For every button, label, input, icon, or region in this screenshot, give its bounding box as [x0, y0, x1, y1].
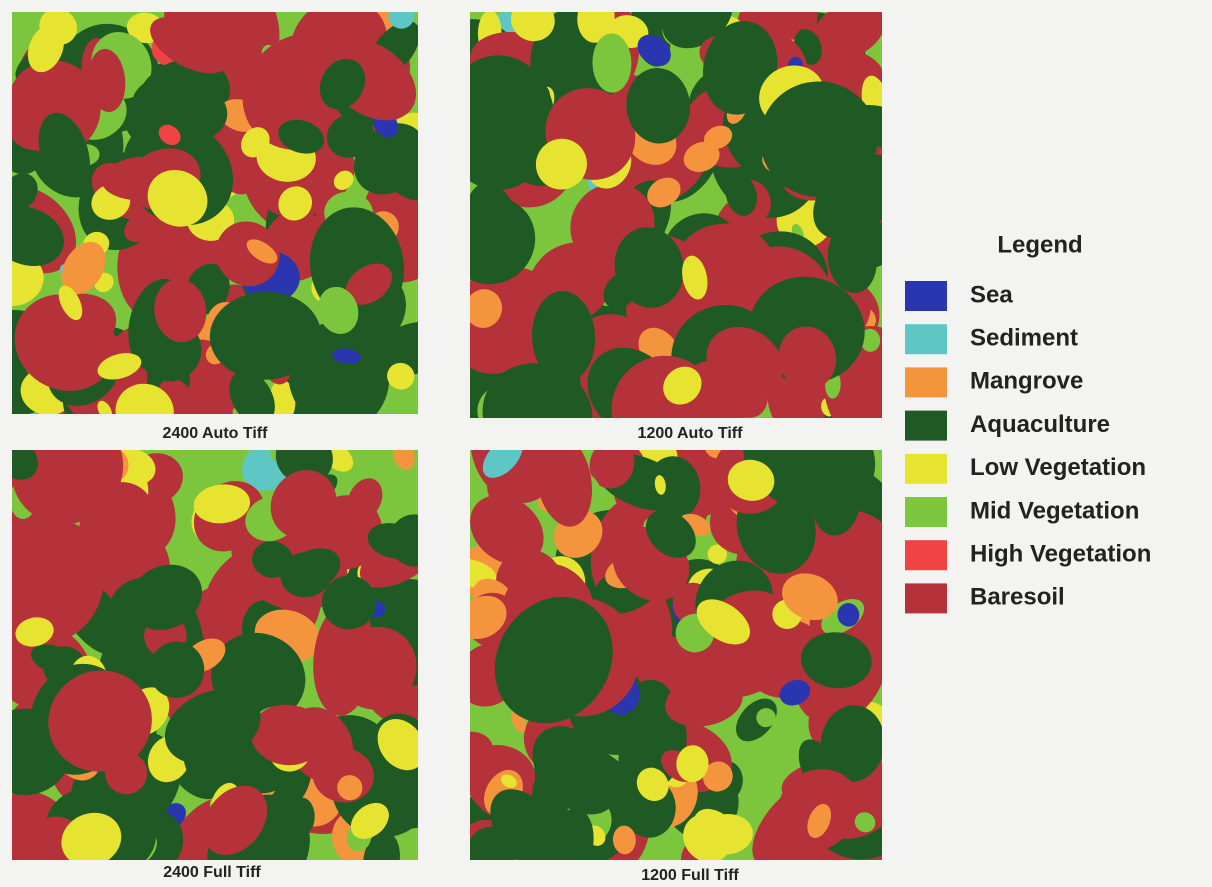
map-caption: 2400 Full Tiff [163, 864, 261, 881]
legend-label: Baresoil [970, 584, 1065, 611]
map-panel [411, 0, 939, 483]
map-caption: 2400 Auto Tiff [163, 425, 269, 442]
map-caption: 1200 Auto Tiff [638, 425, 744, 442]
legend-swatch [905, 454, 947, 484]
legend-label: Sea [970, 281, 1013, 308]
legend-swatch [905, 583, 947, 613]
legend-label: Sediment [970, 325, 1078, 352]
legend-swatch [905, 540, 947, 570]
legend-swatch [905, 324, 947, 354]
legend-swatch [905, 411, 947, 441]
legend-label: High Vegetation [970, 541, 1151, 568]
map-caption: 1200 Full Tiff [641, 867, 739, 884]
legend-swatch [905, 497, 947, 527]
legend-label: Mangrove [970, 368, 1083, 395]
legend-label: Mid Vegetation [970, 497, 1139, 524]
legend-label: Aquaculture [970, 411, 1110, 438]
legend-label: Low Vegetation [970, 454, 1146, 481]
map-panel [0, 0, 468, 486]
map-panel [0, 391, 474, 887]
figure: Legend 2400 Auto Tiff 1200 Auto Tiff 2400 … [0, 0, 1212, 887]
legend-swatch [905, 281, 947, 311]
legend-swatch [905, 367, 947, 397]
legend-title: Legend [997, 231, 1082, 258]
map-panel [408, 376, 942, 887]
